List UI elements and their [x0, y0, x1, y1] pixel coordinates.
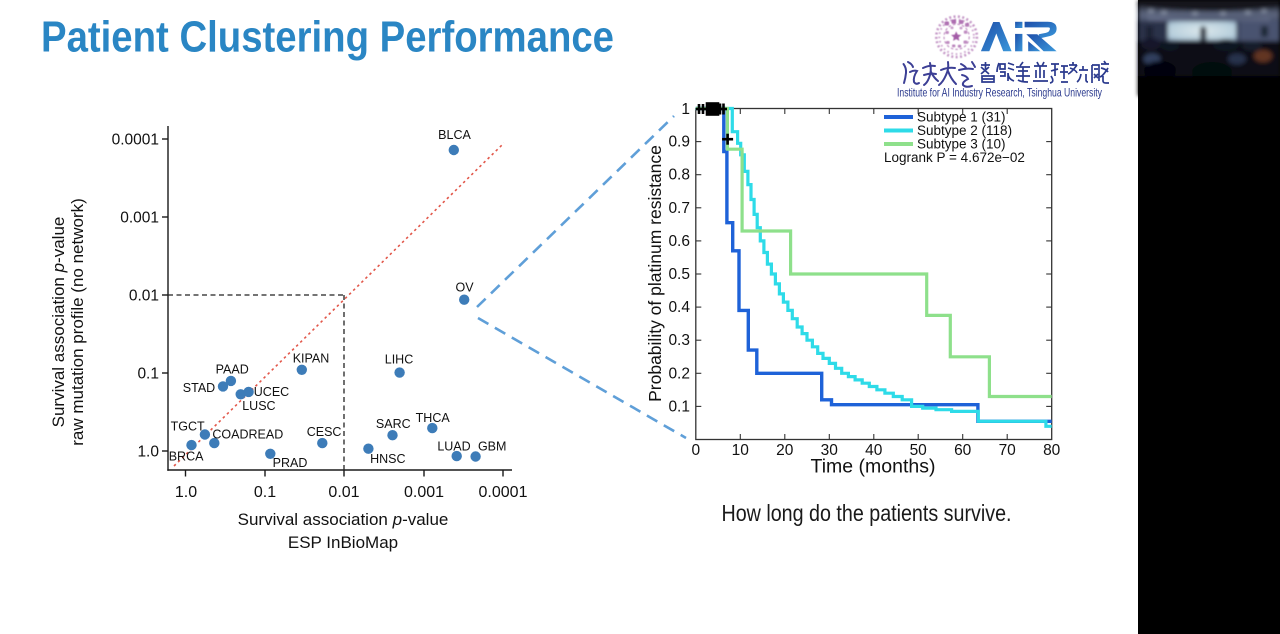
svg-text:PRAD: PRAD — [273, 456, 308, 470]
svg-text:0.8: 0.8 — [668, 167, 690, 184]
svg-text:0.1: 0.1 — [137, 366, 159, 383]
svg-text:80: 80 — [1043, 442, 1061, 459]
svg-text:0: 0 — [691, 442, 700, 459]
svg-text:1: 1 — [681, 101, 690, 118]
svg-text:0.0001: 0.0001 — [112, 132, 159, 149]
svg-text:0.2: 0.2 — [668, 365, 690, 382]
svg-text:Subtype 1 (31): Subtype 1 (31) — [917, 110, 1006, 125]
svg-text:Survival association p-value: Survival association p-value — [238, 510, 449, 529]
svg-text:50: 50 — [910, 442, 928, 459]
svg-text:UCEC: UCEC — [254, 385, 289, 399]
svg-text:0.4: 0.4 — [668, 299, 690, 316]
svg-text:Logrank P = 4.672e−02: Logrank P = 4.672e−02 — [884, 150, 1025, 165]
svg-text:0.7: 0.7 — [668, 200, 690, 217]
svg-text:40: 40 — [865, 442, 883, 459]
svg-text:0.001: 0.001 — [120, 210, 159, 227]
svg-text:HNSC: HNSC — [370, 452, 405, 466]
svg-text:THCA: THCA — [416, 411, 451, 425]
svg-text:70: 70 — [999, 442, 1017, 459]
svg-text:CESC: CESC — [307, 425, 342, 439]
svg-text:SARC: SARC — [376, 417, 411, 431]
svg-text:OV: OV — [455, 281, 474, 295]
svg-text:0.5: 0.5 — [668, 266, 690, 283]
svg-text:0.1: 0.1 — [254, 484, 276, 501]
svg-text:How long do the patients survi: How long do the patients survive. — [722, 500, 1012, 526]
svg-text:1.0: 1.0 — [137, 444, 159, 461]
svg-text:0.0001: 0.0001 — [479, 484, 528, 501]
svg-text:BLCA: BLCA — [438, 128, 471, 142]
svg-text:Institute for AI Industry Rese: Institute for AI Industry Research, Tsin… — [897, 87, 1102, 100]
svg-text:PAAD: PAAD — [216, 363, 249, 377]
svg-text:30: 30 — [821, 442, 839, 459]
svg-text:ESP InBioMap: ESP InBioMap — [288, 533, 398, 552]
svg-text:LIHC: LIHC — [385, 353, 413, 367]
svg-text:0.6: 0.6 — [668, 233, 690, 250]
svg-text:0.001: 0.001 — [404, 484, 444, 501]
svg-text:20: 20 — [776, 442, 794, 459]
svg-text:10: 10 — [732, 442, 750, 459]
svg-text:Time (months): Time (months) — [811, 456, 936, 478]
svg-text:Subtype 2 (118): Subtype 2 (118) — [917, 123, 1012, 138]
svg-text:KIPAN: KIPAN — [293, 352, 330, 366]
svg-text:COADREAD: COADREAD — [212, 428, 283, 442]
svg-text:0.01: 0.01 — [129, 288, 159, 305]
svg-text:Subtype 3 (10): Subtype 3 (10) — [917, 137, 1006, 152]
svg-text:GBM: GBM — [478, 440, 506, 454]
svg-text:Patient Clustering Performance: Patient Clustering Performance — [41, 13, 614, 62]
svg-text:raw mutation profile (no netwo: raw mutation profile (no network) — [68, 198, 87, 446]
svg-text:0.3: 0.3 — [668, 332, 690, 349]
svg-text:0.01: 0.01 — [328, 484, 359, 501]
svg-text:0.1: 0.1 — [668, 398, 690, 415]
svg-text:60: 60 — [954, 442, 972, 459]
svg-text:LUSC: LUSC — [242, 399, 275, 413]
svg-text:0.9: 0.9 — [668, 134, 690, 151]
svg-text:Survival association p-value: Survival association p-value — [49, 217, 68, 428]
svg-text:TGCT: TGCT — [171, 420, 205, 434]
svg-text:LUAD: LUAD — [437, 440, 470, 454]
svg-text:STAD: STAD — [183, 381, 215, 395]
svg-text:Probability of platinum resist: Probability of platinum resistance — [645, 145, 665, 402]
svg-text:BRCA: BRCA — [169, 450, 204, 464]
svg-text:1.0: 1.0 — [175, 484, 197, 501]
